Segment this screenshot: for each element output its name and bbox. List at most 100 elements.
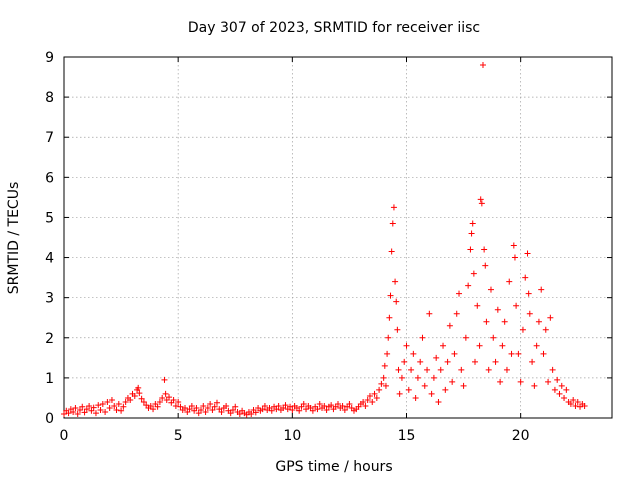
- data-point: [162, 390, 169, 397]
- data-point: [373, 394, 380, 401]
- data-point: [508, 350, 515, 357]
- data-point: [386, 314, 393, 321]
- data-point: [106, 404, 113, 411]
- data-point: [522, 274, 529, 281]
- y-tick-label: 4: [45, 251, 54, 267]
- data-point: [542, 326, 549, 333]
- y-tick-label: 1: [45, 371, 54, 387]
- y-axis-label: SRMTID / TECUs: [6, 182, 22, 295]
- data-point: [392, 278, 399, 285]
- data-point: [477, 196, 484, 203]
- data-point: [200, 402, 207, 409]
- data-point: [451, 350, 458, 357]
- data-point: [385, 334, 392, 341]
- x-tick-label: 0: [60, 428, 69, 444]
- data-point: [76, 406, 83, 413]
- data-point: [273, 406, 280, 413]
- data-point: [499, 342, 506, 349]
- data-point: [150, 406, 157, 413]
- data-point: [61, 410, 67, 417]
- data-point: [147, 402, 154, 409]
- data-point: [223, 402, 230, 409]
- data-point: [517, 378, 524, 385]
- data-point: [572, 402, 579, 409]
- data-point: [570, 396, 577, 403]
- data-point: [339, 402, 346, 409]
- data-point: [360, 398, 367, 405]
- data-point: [97, 406, 104, 413]
- data-point: [113, 406, 120, 413]
- data-point: [287, 403, 294, 410]
- chart-title: Day 307 of 2023, SRMTID for receiver iis…: [188, 20, 480, 36]
- data-point: [554, 376, 561, 383]
- x-axis-label: GPS time / hours: [275, 459, 392, 475]
- data-point: [506, 278, 513, 285]
- data-point: [476, 342, 483, 349]
- data-point: [213, 399, 220, 406]
- data-point: [172, 402, 179, 409]
- data-point: [232, 403, 239, 410]
- data-point: [170, 396, 177, 403]
- data-point: [366, 392, 373, 399]
- data-point: [346, 400, 353, 407]
- data-point: [90, 404, 97, 411]
- data-point: [115, 400, 122, 407]
- data-point: [384, 350, 391, 357]
- data-point: [428, 390, 435, 397]
- data-point: [122, 398, 129, 405]
- data-point: [104, 398, 111, 405]
- data-point: [259, 406, 266, 413]
- x-tick-label: 5: [174, 428, 183, 444]
- data-point: [376, 386, 383, 393]
- data-point: [140, 398, 147, 405]
- data-point: [430, 374, 437, 381]
- data-point: [382, 382, 389, 389]
- data-point: [236, 410, 243, 417]
- data-points: [61, 62, 588, 418]
- data-point: [396, 390, 403, 397]
- data-point: [494, 306, 501, 313]
- data-point: [108, 396, 115, 403]
- data-point: [102, 408, 109, 415]
- data-point: [556, 390, 563, 397]
- data-point: [204, 404, 211, 411]
- data-point: [369, 398, 376, 405]
- data-point: [314, 406, 321, 413]
- y-tick-label: 7: [45, 130, 54, 146]
- data-point: [435, 398, 442, 405]
- data-point: [81, 409, 88, 416]
- data-point: [531, 382, 538, 389]
- data-point: [175, 398, 182, 405]
- data-point: [458, 366, 465, 373]
- data-point: [414, 374, 421, 381]
- data-point: [138, 395, 145, 402]
- data-point: [408, 366, 415, 373]
- data-point: [453, 310, 460, 317]
- data-point: [188, 402, 195, 409]
- data-point: [440, 342, 447, 349]
- data-point: [321, 402, 328, 409]
- data-point: [545, 378, 552, 385]
- data-point: [426, 310, 433, 317]
- plot-area-frame: [63, 56, 613, 419]
- y-tick-label: 0: [45, 411, 54, 427]
- data-point: [558, 382, 565, 389]
- y-tick-label: 8: [45, 90, 54, 106]
- data-point: [202, 408, 209, 415]
- data-point: [70, 408, 77, 415]
- data-point: [581, 402, 588, 409]
- data-point: [482, 262, 489, 269]
- x-tick-label: 10: [283, 428, 301, 444]
- data-point: [460, 382, 467, 389]
- data-point: [389, 220, 396, 227]
- data-point: [403, 342, 410, 349]
- data-point: [218, 408, 225, 415]
- data-point: [261, 402, 268, 409]
- data-point: [74, 410, 81, 417]
- data-point: [483, 318, 490, 325]
- data-point: [309, 407, 316, 414]
- data-point: [300, 400, 307, 407]
- data-point: [227, 410, 234, 417]
- data-point: [135, 384, 142, 391]
